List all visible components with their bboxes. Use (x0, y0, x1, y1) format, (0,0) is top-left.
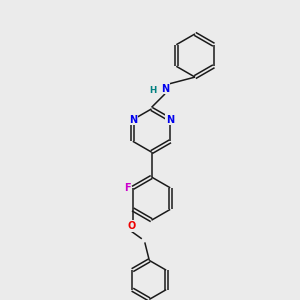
Text: N: N (161, 83, 169, 94)
Text: O: O (127, 221, 135, 231)
Text: N: N (166, 115, 174, 125)
Text: H: H (149, 86, 156, 95)
Text: F: F (124, 183, 131, 193)
Text: N: N (129, 115, 137, 125)
